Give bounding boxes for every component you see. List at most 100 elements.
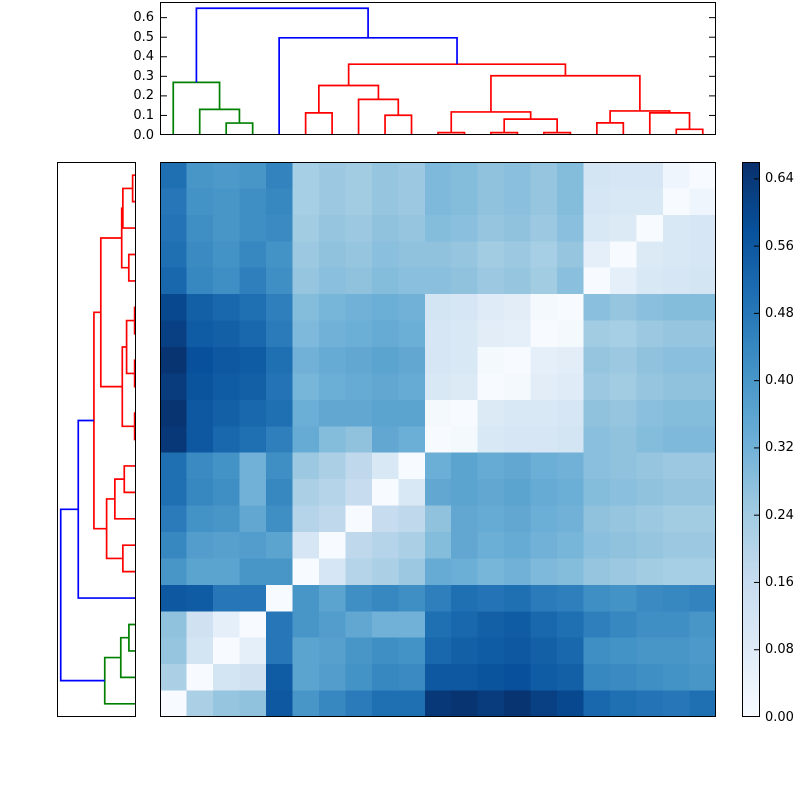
heatmap-cell xyxy=(504,426,532,454)
heatmap-cell xyxy=(530,320,558,348)
heatmap-cell xyxy=(424,690,452,717)
heatmap-cell xyxy=(530,188,558,216)
heatmap-cell xyxy=(265,214,293,242)
heatmap-cell xyxy=(239,399,267,427)
heatmap-cell xyxy=(398,611,426,639)
heatmap-cell xyxy=(345,611,373,639)
heatmap-cell xyxy=(398,399,426,427)
heatmap-cell xyxy=(345,637,373,665)
heatmap-cell xyxy=(583,584,611,612)
heatmap-cell xyxy=(292,690,320,717)
heatmap-cell xyxy=(160,188,188,216)
heatmap-cell xyxy=(212,690,241,717)
heatmap-cell xyxy=(530,690,558,717)
heatmap-cell xyxy=(451,373,479,401)
top-dendrogram-y-tick-label: 0.0 xyxy=(133,127,154,143)
heatmap-cell xyxy=(371,452,399,480)
heatmap-cell xyxy=(398,347,426,375)
heatmap-cell xyxy=(451,241,479,269)
dendrogram-link xyxy=(93,311,107,530)
heatmap-cell xyxy=(557,188,585,216)
heatmap-cell xyxy=(398,373,426,401)
heatmap-cell xyxy=(451,214,479,242)
heatmap-cell xyxy=(530,426,558,454)
heatmap-cell xyxy=(212,320,241,348)
heatmap-cell xyxy=(504,294,532,322)
heatmap-cell xyxy=(398,479,426,507)
heatmap-cell xyxy=(239,664,267,692)
heatmap-cell xyxy=(212,188,241,216)
heatmap-cell xyxy=(239,267,267,295)
heatmap-cell xyxy=(318,532,346,560)
heatmap-cell xyxy=(239,532,267,560)
colorbar-tick-label: 0.64 xyxy=(765,171,794,187)
heatmap-cell xyxy=(477,399,505,427)
heatmap-cell xyxy=(610,505,638,533)
heatmap-cell xyxy=(424,241,452,269)
heatmap-cell xyxy=(504,479,532,507)
heatmap-cell xyxy=(186,214,214,242)
heatmap-cell xyxy=(477,162,505,190)
colorbar-tick-label: 0.00 xyxy=(765,709,794,725)
heatmap-cell xyxy=(345,479,373,507)
heatmap-cell xyxy=(212,399,241,427)
heatmap-cell xyxy=(583,637,611,665)
heatmap-cell xyxy=(371,241,399,269)
heatmap-cell xyxy=(424,294,452,322)
heatmap-cell xyxy=(689,664,716,692)
heatmap-cell xyxy=(371,690,399,717)
heatmap-cell xyxy=(265,347,293,375)
top-dendrogram-y-tick-label: 0.4 xyxy=(133,49,154,65)
heatmap-cell xyxy=(504,320,532,348)
heatmap-cell xyxy=(689,241,716,269)
heatmap-cell xyxy=(345,347,373,375)
heatmap-cell xyxy=(371,294,399,322)
heatmap-cell xyxy=(318,320,346,348)
heatmap-cell xyxy=(292,373,320,401)
heatmap-cell xyxy=(636,188,664,216)
heatmap-cell xyxy=(160,267,188,295)
heatmap-cell xyxy=(239,426,267,454)
heatmap-cell xyxy=(557,690,585,717)
heatmap-cell xyxy=(504,188,532,216)
heatmap-cell xyxy=(610,452,638,480)
dendrogram-link xyxy=(122,187,136,229)
heatmap-cell xyxy=(371,347,399,375)
heatmap-cell xyxy=(265,188,293,216)
heatmap-cell xyxy=(636,241,664,269)
heatmap-cell xyxy=(663,479,691,507)
heatmap-cell xyxy=(530,399,558,427)
heatmap-cell xyxy=(530,505,558,533)
heatmap-cell xyxy=(424,664,452,692)
heatmap-cell xyxy=(186,664,214,692)
heatmap-cell xyxy=(318,373,346,401)
heatmap-cell xyxy=(186,241,214,269)
heatmap-cell xyxy=(610,611,638,639)
heatmap-cell xyxy=(689,373,716,401)
heatmap-cell xyxy=(530,162,558,190)
heatmap-cell xyxy=(504,452,532,480)
top-dendrogram-y-tick-label: 0.6 xyxy=(133,10,154,26)
heatmap-cell xyxy=(265,637,293,665)
heatmap-cell xyxy=(689,611,716,639)
heatmap-cell xyxy=(451,294,479,322)
heatmap-cell xyxy=(239,611,267,639)
heatmap-cell xyxy=(663,162,691,190)
heatmap-cell xyxy=(663,532,691,560)
heatmap-cell xyxy=(504,532,532,560)
heatmap-cell xyxy=(451,558,479,586)
heatmap-cell xyxy=(318,637,346,665)
heatmap-cell xyxy=(424,347,452,375)
heatmap-cell xyxy=(265,611,293,639)
heatmap-cell xyxy=(398,188,426,216)
heatmap-cell xyxy=(371,584,399,612)
dendrogram-link xyxy=(59,508,105,682)
heatmap-cell xyxy=(186,399,214,427)
heatmap-cell xyxy=(636,505,664,533)
heatmap-cell xyxy=(610,584,638,612)
heatmap-cell xyxy=(636,214,664,242)
heatmap-cell xyxy=(504,584,532,612)
heatmap-cell xyxy=(451,532,479,560)
top-dendrogram-y-tick-label: 0.2 xyxy=(133,88,154,104)
heatmap-cell xyxy=(371,399,399,427)
